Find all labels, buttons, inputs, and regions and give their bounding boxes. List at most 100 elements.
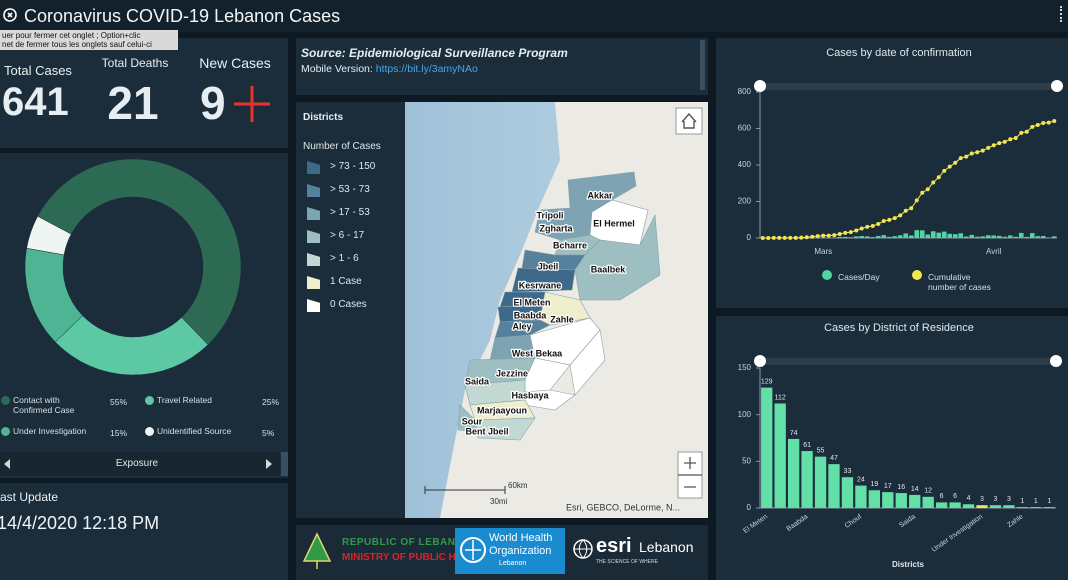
bar (1040, 235, 1046, 238)
bar (969, 234, 975, 238)
value-label: 112 (775, 394, 786, 401)
chart-title: Cases by District of Residence (824, 322, 974, 334)
bar (855, 485, 867, 508)
bar (1029, 233, 1035, 238)
scrollbar (281, 452, 288, 476)
bar (1051, 236, 1057, 238)
value-label: 61 (803, 442, 811, 449)
bar (949, 502, 961, 508)
point (964, 154, 969, 159)
slider-handle[interactable] (754, 355, 766, 367)
bar (841, 477, 854, 508)
range-slider[interactable] (760, 358, 1057, 365)
value-label: 3 (994, 496, 998, 503)
donut-segment (37, 158, 242, 346)
bar (935, 502, 948, 508)
esri-globe (573, 539, 593, 559)
value-label: 3 (1007, 496, 1011, 503)
bar (837, 236, 843, 238)
district-shape (494, 319, 551, 339)
legend-swatch (822, 270, 832, 280)
bar (1030, 507, 1042, 508)
point (826, 233, 831, 238)
legend-value: 15% (110, 428, 128, 438)
bar (892, 236, 898, 238)
menu[interactable] (1060, 6, 1065, 22)
bar (930, 231, 936, 238)
home-button[interactable] (675, 107, 703, 135)
legend-swatch (1, 396, 10, 405)
point (887, 217, 892, 222)
x-axis-title: Districts (892, 560, 925, 569)
y-tick-label: 150 (738, 363, 752, 372)
bar (882, 492, 894, 508)
legend-label: 1 Case (330, 276, 362, 287)
value-label: 55 (817, 448, 825, 455)
bar (963, 236, 969, 238)
slider-handle[interactable] (1050, 355, 1062, 367)
map[interactable]: Akkar Tripoli Zgharta El Hermel Bcharre … (405, 102, 708, 518)
bar (801, 451, 813, 508)
legend-label: 0 Cases (330, 299, 367, 310)
source-mobile: Mobile Version: https://bit.ly/3amyNAo (301, 63, 478, 75)
district-label: Kesrwane (519, 280, 562, 290)
legend-label: > 73 - 150 (330, 161, 376, 172)
point (1019, 130, 1024, 135)
district-label: Aley (512, 321, 531, 331)
point (821, 233, 826, 238)
district-label: Zahle (550, 314, 574, 324)
x-tick-label: Avril (986, 247, 1002, 256)
value-label: 17 (884, 483, 892, 490)
district-shape (569, 329, 606, 396)
legend-swatch (912, 270, 922, 280)
y-tick-label: 800 (738, 87, 752, 96)
x-tick-label: Mars (814, 247, 832, 256)
mobile-link[interactable]: https://bit.ly/3amyNAo (375, 63, 478, 75)
slider-handle[interactable] (1051, 80, 1063, 92)
mobile-label: Mobile Version: (301, 63, 373, 75)
point (876, 221, 881, 226)
point (892, 216, 897, 221)
logo-text: Lebanon (639, 539, 694, 555)
bar (952, 234, 958, 238)
logo-text: THE SCIENCE OF WHERE (596, 559, 658, 565)
bar (814, 456, 827, 508)
district-label: El Meten (513, 297, 550, 307)
district-label: Tripoli (537, 210, 564, 220)
legend-label: > 17 - 53 (330, 207, 370, 218)
bar (859, 235, 865, 238)
prev-arrow[interactable] (3, 459, 11, 469)
district-label: Baabda (514, 310, 548, 320)
bar (870, 237, 876, 238)
y-tick-label: 400 (738, 160, 752, 169)
logo-text: World Health (489, 532, 553, 544)
x-tick-label: Under Investigation (931, 513, 985, 553)
update-panel: ast Update 14/4/2020 12:18 PM (0, 483, 288, 580)
point (788, 235, 793, 240)
zoom-icons (678, 457, 702, 488)
point (843, 230, 848, 235)
tooltip: uer pour fermer cet onglet ; Option+clic… (0, 30, 178, 50)
legend-swatch (307, 230, 320, 243)
y-tick-label: 600 (738, 124, 752, 133)
legend-label: Contact with Confirmed Case (13, 395, 75, 415)
value-label: 24 (857, 476, 865, 483)
point (1035, 123, 1040, 128)
legend-swatch (307, 161, 320, 174)
value-label: 129 (761, 378, 773, 385)
range-slider[interactable] (760, 83, 1057, 90)
bar (853, 236, 859, 238)
legend-swatch (307, 253, 320, 266)
slider-handle[interactable] (754, 80, 766, 92)
legend-label: Travel Related (157, 395, 212, 405)
bar (828, 464, 840, 508)
legend-value: 5% (262, 428, 275, 438)
bar (1007, 235, 1013, 238)
stat-label: Total Deaths (101, 56, 169, 70)
point (1046, 120, 1051, 125)
chart-panel: Cases by District of Residence Districts… (716, 316, 1068, 580)
legend-swatch (145, 427, 154, 436)
source-panel: Source: Epidemiological Surveillance Pro… (296, 38, 708, 95)
next-arrow[interactable] (265, 459, 273, 469)
